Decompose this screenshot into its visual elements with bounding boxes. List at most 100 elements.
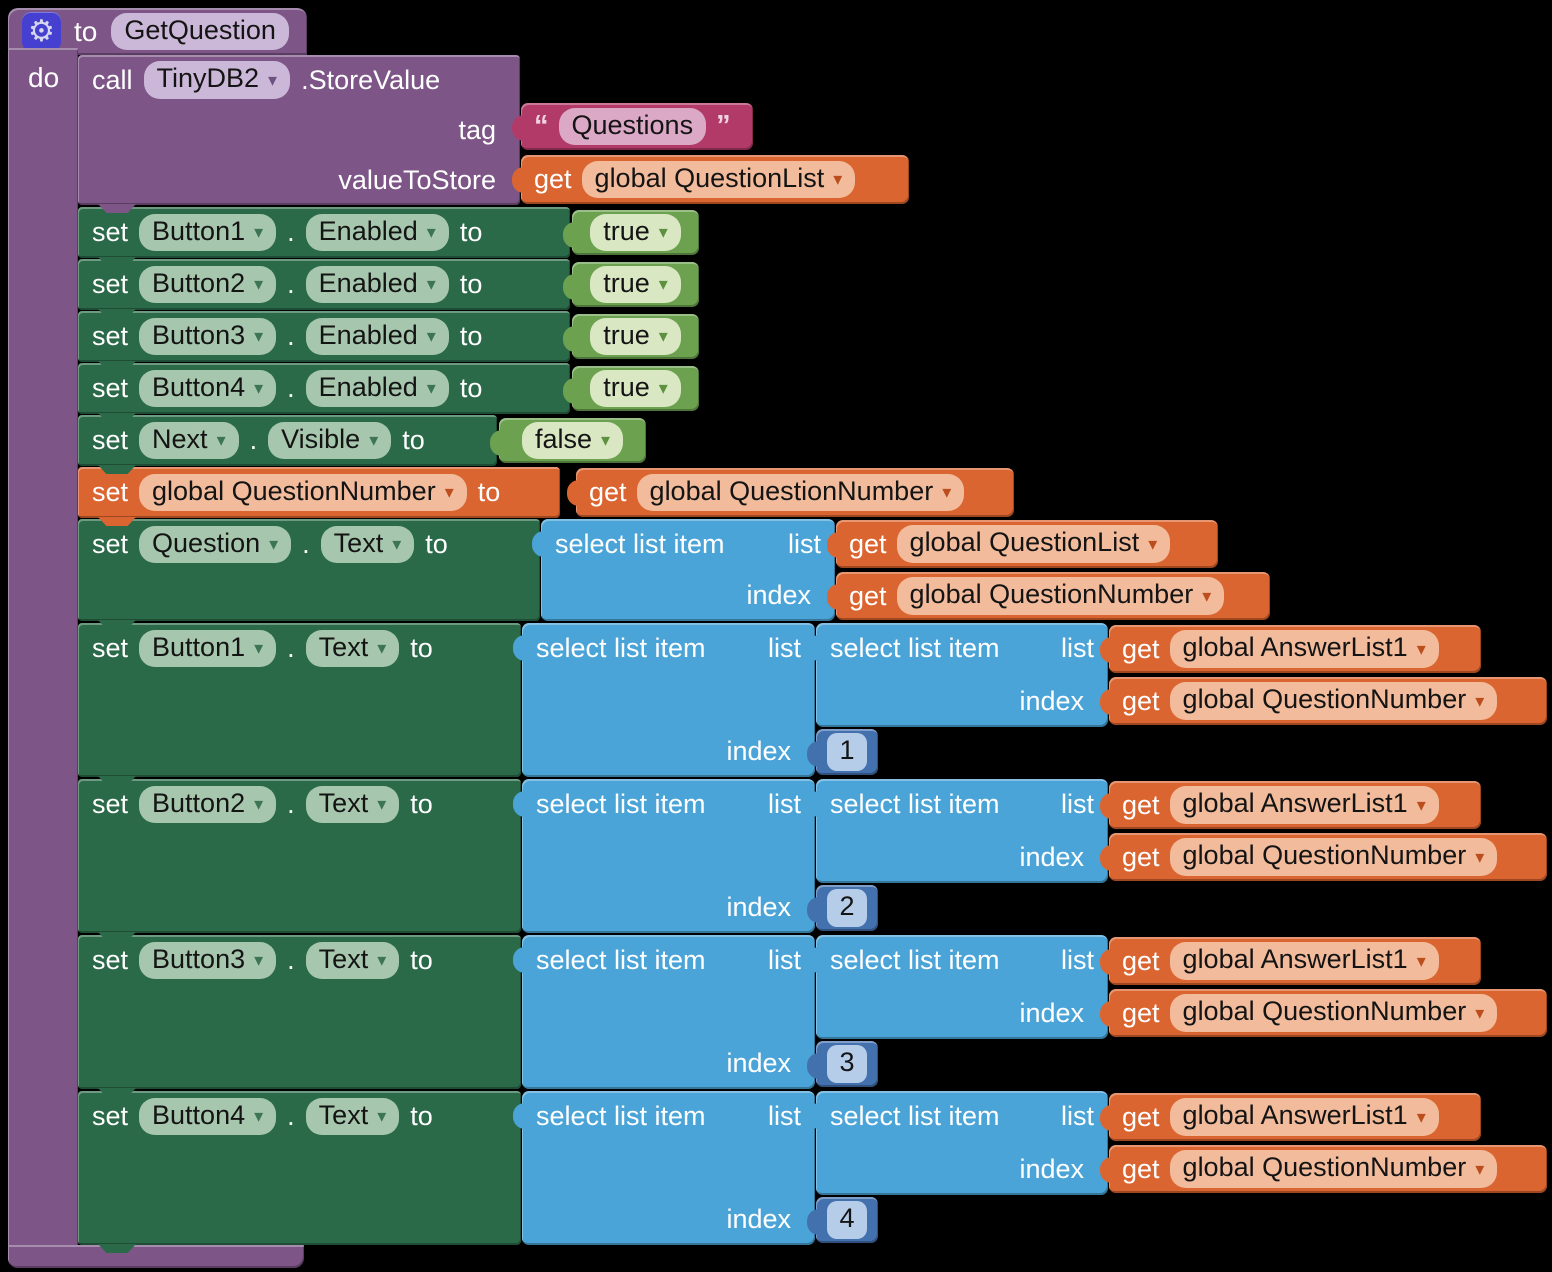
dot-label: .: [287, 789, 295, 819]
select-list-item-block-outer[interactable]: select list item list index: [513, 623, 815, 777]
variable-dropdown[interactable]: global QuestionList: [896, 525, 1171, 563]
select-list-item-block-inner[interactable]: select list item list index: [807, 1091, 1108, 1195]
set-button4-text-block[interactable]: set Button4 . Text to: [78, 1091, 521, 1253]
component-dropdown-tinydb2[interactable]: TinyDB2: [143, 61, 291, 99]
procedure-do-gutter[interactable]: do: [8, 48, 78, 1268]
select-list-item-block-inner[interactable]: select list item list index: [807, 779, 1108, 883]
logic-false-block[interactable]: false: [490, 418, 646, 463]
text-string-block[interactable]: “ Questions ”: [512, 103, 753, 150]
get-variable-block-questionnumber[interactable]: get global QuestionNumber: [1100, 833, 1547, 881]
get-variable-block-answerlist1[interactable]: get global AnswerList1: [1100, 781, 1481, 829]
procedure-name-field[interactable]: GetQuestion: [111, 12, 289, 51]
number-field[interactable]: 1: [827, 733, 867, 771]
get-variable-block-answerlist1[interactable]: get global AnswerList1: [1100, 937, 1481, 985]
select-list-item-label: select list item: [830, 1101, 1000, 1131]
select-list-item-block-outer[interactable]: select list item list index: [513, 935, 815, 1089]
variable-dropdown[interactable]: global AnswerList1: [1169, 630, 1439, 668]
set-button1-enabled-block[interactable]: set Button1 . Enabled to: [78, 207, 570, 266]
property-dropdown[interactable]: Enabled: [305, 369, 449, 408]
text-field-questions[interactable]: Questions: [558, 107, 707, 146]
variable-dropdown[interactable]: global QuestionList: [581, 160, 856, 199]
select-list-item-block-inner[interactable]: select list item list index: [807, 623, 1108, 727]
procedure-gear-icon[interactable]: [22, 12, 61, 51]
variable-dropdown[interactable]: global QuestionNumber: [1169, 838, 1498, 876]
set-button3-enabled-block[interactable]: set Button3 . Enabled to: [78, 311, 570, 370]
property-dropdown[interactable]: Enabled: [305, 265, 449, 304]
number-field[interactable]: 2: [827, 889, 867, 927]
procedure-block-header[interactable]: to GetQuestion: [8, 8, 307, 55]
logic-value-dropdown[interactable]: true: [590, 213, 681, 252]
call-tinydb2-storevalue-block[interactable]: call TinyDB2 .StoreValue tag valueToStor…: [78, 55, 520, 213]
property-dropdown[interactable]: Enabled: [305, 213, 449, 252]
set-button2-text-block[interactable]: set Button2 . Text to: [78, 779, 521, 941]
set-global-questionnumber-block[interactable]: set global QuestionNumber to: [78, 467, 560, 526]
set-button1-text-block[interactable]: set Button1 . Text to: [78, 623, 521, 785]
number-block-3[interactable]: 3: [807, 1041, 878, 1087]
number-field[interactable]: 3: [827, 1045, 867, 1083]
logic-true-block[interactable]: true: [563, 366, 699, 411]
variable-dropdown[interactable]: global QuestionNumber: [896, 577, 1225, 615]
logic-true-block[interactable]: true: [563, 314, 699, 359]
logic-true-block[interactable]: true: [563, 262, 699, 307]
number-block-4[interactable]: 4: [807, 1197, 878, 1243]
set-button2-enabled-block[interactable]: set Button2 . Enabled to: [78, 259, 570, 318]
keyword-get: get: [1122, 789, 1160, 820]
logic-value-dropdown[interactable]: true: [590, 265, 681, 304]
get-variable-block-questionnumber[interactable]: get global QuestionNumber: [1100, 1145, 1547, 1193]
set-question-text-block[interactable]: set Question . Text to: [78, 519, 540, 629]
get-variable-block-questionlist[interactable]: get global QuestionList: [827, 520, 1218, 568]
variable-dropdown[interactable]: global AnswerList1: [1169, 942, 1439, 980]
chevron-down-icon: [1417, 640, 1426, 658]
get-variable-block-questionnumber[interactable]: get global QuestionNumber: [1100, 989, 1547, 1037]
property-dropdown[interactable]: Enabled: [305, 317, 449, 356]
select-list-item-block-outer[interactable]: select list item list index: [513, 1091, 815, 1245]
keyword-set: set: [92, 425, 129, 455]
get-variable-block-answerlist1[interactable]: get global AnswerList1: [1100, 1093, 1481, 1141]
number-block-1[interactable]: 1: [807, 729, 878, 775]
index-socket-label: index: [1019, 842, 1084, 872]
get-variable-block-questionnumber[interactable]: get global QuestionNumber: [567, 468, 1014, 517]
property-dropdown[interactable]: Text: [305, 1097, 400, 1136]
variable-dropdown[interactable]: global QuestionNumber: [139, 473, 467, 512]
logic-value-dropdown[interactable]: true: [590, 369, 681, 408]
set-button4-enabled-block[interactable]: set Button4 . Enabled to: [78, 363, 570, 422]
number-block-2[interactable]: 2: [807, 885, 878, 931]
set-next-visible-block[interactable]: set Next . Visible to: [78, 415, 497, 474]
component-dropdown[interactable]: Button1: [139, 629, 277, 668]
get-variable-block-answerlist1[interactable]: get global AnswerList1: [1100, 625, 1481, 673]
component-dropdown[interactable]: Next: [139, 421, 239, 460]
property-dropdown[interactable]: Text: [305, 785, 400, 824]
logic-value-dropdown[interactable]: true: [590, 317, 681, 356]
property-dropdown[interactable]: Text: [320, 525, 415, 564]
component-dropdown-label: Question: [152, 527, 261, 558]
select-list-item-block[interactable]: select list item list index: [532, 519, 835, 621]
select-list-item-block-outer[interactable]: select list item list index: [513, 779, 815, 933]
get-variable-block-questionnumber[interactable]: get global QuestionNumber: [827, 572, 1270, 620]
component-dropdown[interactable]: Button4: [139, 369, 277, 408]
logic-true-block[interactable]: true: [563, 210, 699, 255]
logic-value-dropdown[interactable]: false: [521, 421, 624, 460]
variable-dropdown[interactable]: global QuestionNumber: [636, 473, 965, 512]
component-dropdown[interactable]: Button2: [139, 265, 277, 304]
variable-dropdown[interactable]: global AnswerList1: [1169, 1098, 1439, 1136]
number-field[interactable]: 4: [827, 1201, 867, 1239]
component-dropdown[interactable]: Button2: [139, 785, 277, 824]
get-variable-block-questionlist[interactable]: get global QuestionList: [512, 155, 909, 204]
variable-dropdown[interactable]: global QuestionNumber: [1169, 1150, 1498, 1188]
chevron-down-icon: [254, 795, 263, 813]
component-dropdown[interactable]: Button3: [139, 941, 277, 980]
property-dropdown[interactable]: Text: [305, 629, 400, 668]
set-button3-text-block[interactable]: set Button3 . Text to: [78, 935, 521, 1097]
select-list-item-block-inner[interactable]: select list item list index: [807, 935, 1108, 1039]
component-dropdown[interactable]: Button3: [139, 317, 277, 356]
component-dropdown[interactable]: Button4: [139, 1097, 277, 1136]
get-variable-block-questionnumber[interactable]: get global QuestionNumber: [1100, 677, 1547, 725]
variable-dropdown[interactable]: global AnswerList1: [1169, 786, 1439, 824]
variable-dropdown[interactable]: global QuestionNumber: [1169, 682, 1498, 720]
component-dropdown[interactable]: Question: [139, 525, 292, 564]
property-dropdown[interactable]: Visible: [268, 421, 392, 460]
component-dropdown[interactable]: Button1: [139, 213, 277, 252]
variable-dropdown[interactable]: global QuestionNumber: [1169, 994, 1498, 1032]
property-dropdown[interactable]: Text: [305, 941, 400, 980]
